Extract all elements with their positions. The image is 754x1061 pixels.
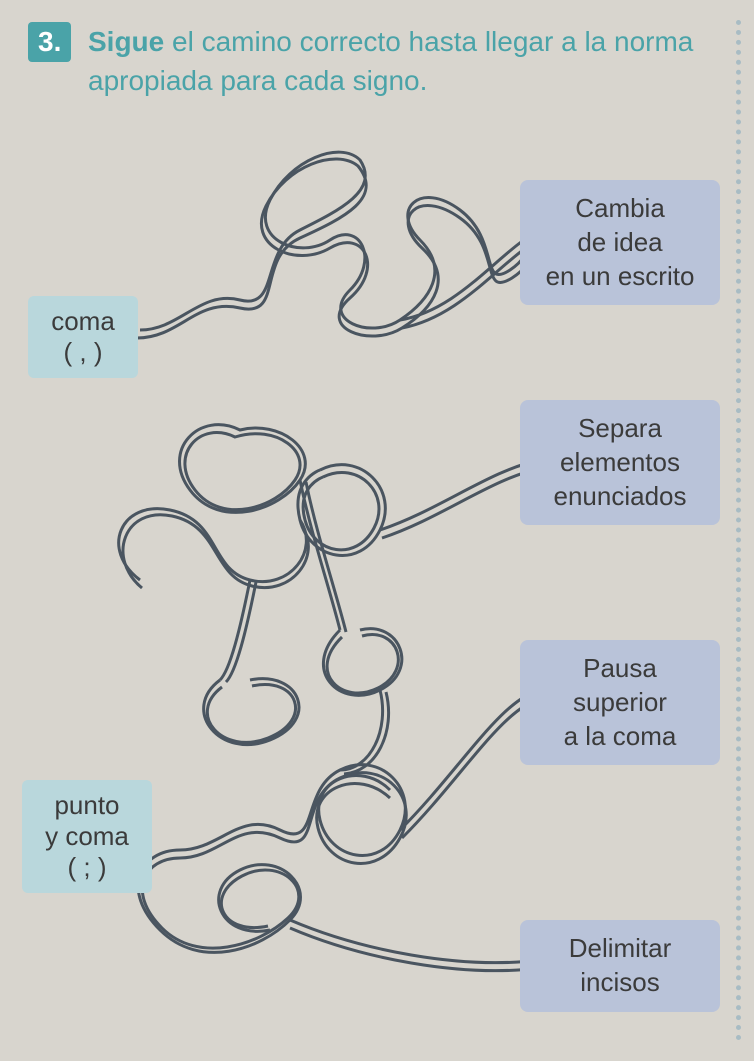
- answer-box-pausa-superior: Pausa superior a la coma: [520, 640, 720, 765]
- answer-box-cambia-idea: Cambia de idea en un escrito: [520, 180, 720, 305]
- answer-box-separa-elementos: Separa elementos enunciados: [520, 400, 720, 525]
- page-right-dotted-border: [736, 20, 742, 1041]
- answer2-line2: elementos: [536, 446, 704, 480]
- answer2-line3: enunciados: [536, 480, 704, 514]
- exercise-page: 3. Sigue el camino correcto hasta llegar…: [0, 0, 754, 1061]
- punto-label-line3: ( ; ): [40, 852, 134, 883]
- question-number-badge: 3.: [28, 22, 71, 62]
- instruction-text: Sigue el camino correcto hasta llegar a …: [88, 22, 694, 100]
- instruction-rest: el camino correcto hasta llegar a la nor…: [88, 26, 693, 96]
- question-number-text: 3.: [38, 26, 61, 57]
- answer3-line2: superior: [536, 686, 704, 720]
- start-box-punto-y-coma: punto y coma ( ; ): [22, 780, 152, 893]
- answer1-line3: en un escrito: [536, 260, 704, 294]
- answer2-line1: Separa: [536, 412, 704, 446]
- answer-box-delimitar-incisos: Delimitar incisos: [520, 920, 720, 1012]
- start-box-coma: coma ( , ): [28, 296, 138, 378]
- answer3-line1: Pausa: [536, 652, 704, 686]
- answer4-line1: Delimitar: [536, 932, 704, 966]
- instruction-bold-word: Sigue: [88, 26, 164, 57]
- punto-label-line1: punto: [40, 790, 134, 821]
- answer1-line2: de idea: [536, 226, 704, 260]
- punto-label-line2: y coma: [40, 821, 134, 852]
- answer3-line3: a la coma: [536, 720, 704, 754]
- answer1-line1: Cambia: [536, 192, 704, 226]
- coma-label-line1: coma: [46, 306, 120, 337]
- coma-label-line2: ( , ): [46, 337, 120, 368]
- answer4-line2: incisos: [536, 966, 704, 1000]
